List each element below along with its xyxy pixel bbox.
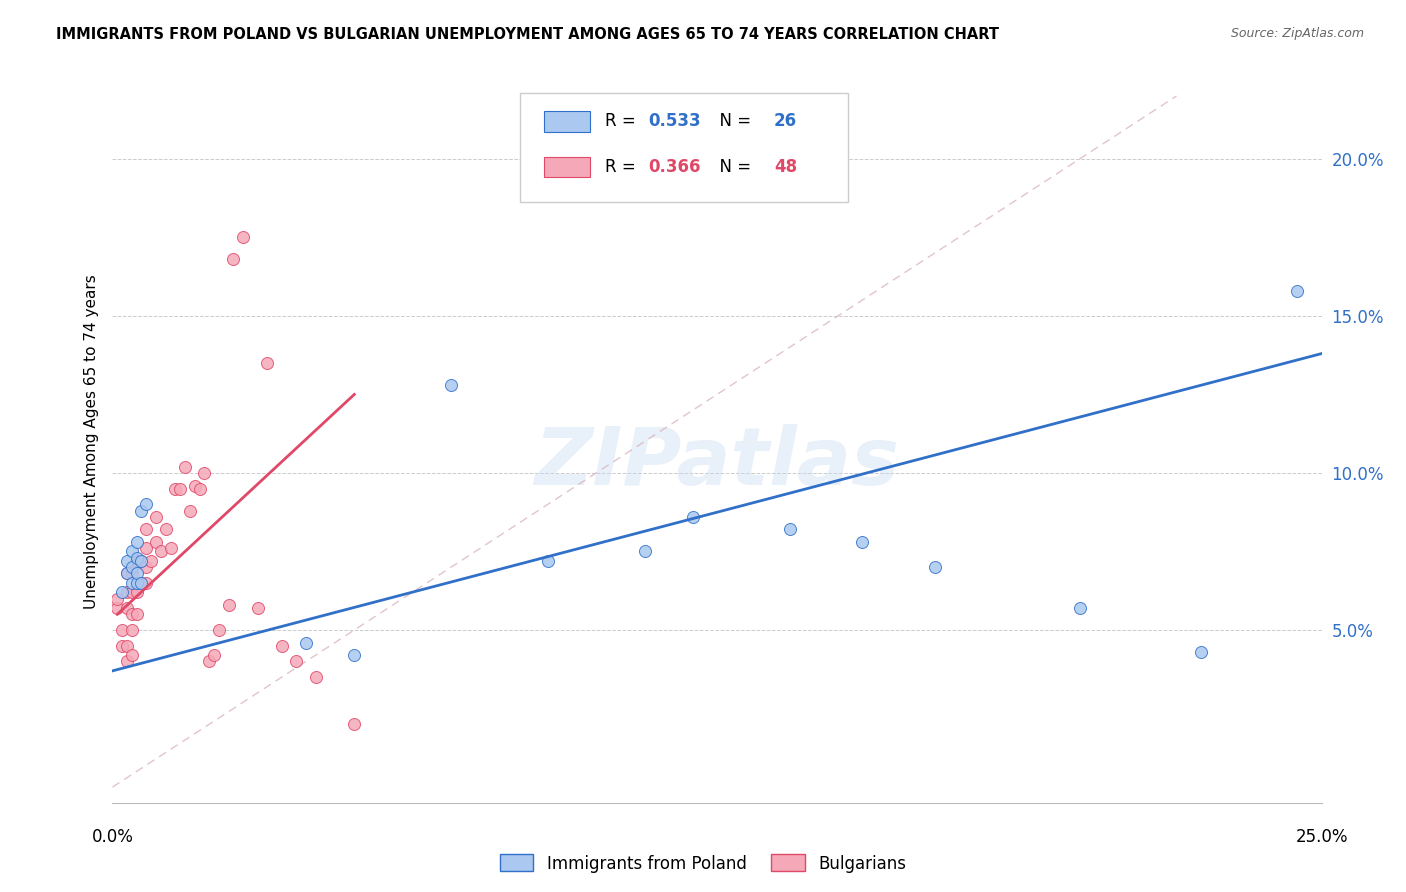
Point	[111, 639, 134, 653]
FancyBboxPatch shape	[520, 93, 848, 202]
Point	[125, 535, 148, 549]
Point	[165, 482, 187, 496]
Point	[202, 648, 225, 662]
Point	[131, 575, 153, 590]
Point	[121, 623, 143, 637]
Point	[121, 607, 143, 622]
Text: R =: R =	[605, 112, 641, 130]
Text: N =: N =	[709, 112, 756, 130]
Point	[135, 497, 157, 511]
Point	[208, 623, 231, 637]
Point	[1069, 601, 1091, 615]
Point	[145, 535, 167, 549]
Point	[125, 554, 148, 568]
Point	[149, 544, 172, 558]
Point	[125, 566, 148, 581]
Text: 26: 26	[773, 112, 797, 130]
Point	[125, 550, 148, 565]
Point	[111, 585, 134, 599]
Point	[125, 607, 148, 622]
Point	[105, 601, 128, 615]
Point	[232, 230, 254, 244]
Point	[851, 535, 873, 549]
Point	[115, 554, 138, 568]
Point	[188, 482, 211, 496]
Bar	[544, 112, 591, 132]
Point	[295, 635, 318, 649]
Point	[121, 544, 143, 558]
Point	[285, 655, 308, 669]
Point	[1286, 284, 1309, 298]
Point	[135, 560, 157, 574]
Point	[193, 466, 215, 480]
Point	[183, 478, 205, 492]
Point	[169, 482, 191, 496]
Point	[159, 541, 181, 556]
Point	[218, 598, 240, 612]
Point	[304, 670, 326, 684]
Point	[198, 655, 221, 669]
Point	[115, 566, 138, 581]
Point	[135, 541, 157, 556]
Point	[131, 554, 153, 568]
Point	[924, 560, 946, 574]
Y-axis label: Unemployment Among Ages 65 to 74 years: Unemployment Among Ages 65 to 74 years	[83, 274, 98, 609]
Point	[222, 252, 245, 267]
Legend: Immigrants from Poland, Bulgarians: Immigrants from Poland, Bulgarians	[494, 847, 912, 880]
Point	[135, 523, 157, 537]
Text: R =: R =	[605, 158, 641, 176]
Point	[343, 717, 366, 731]
Point	[131, 554, 153, 568]
Point	[270, 639, 292, 653]
Point	[141, 554, 163, 568]
Point	[174, 459, 197, 474]
Point	[121, 560, 143, 574]
Point	[682, 510, 704, 524]
Point	[115, 655, 138, 669]
Text: 0.366: 0.366	[648, 158, 700, 176]
Text: 0.533: 0.533	[648, 112, 700, 130]
Point	[115, 566, 138, 581]
Text: Source: ZipAtlas.com: Source: ZipAtlas.com	[1230, 27, 1364, 40]
Text: IMMIGRANTS FROM POLAND VS BULGARIAN UNEMPLOYMENT AMONG AGES 65 TO 74 YEARS CORRE: IMMIGRANTS FROM POLAND VS BULGARIAN UNEM…	[56, 27, 1000, 42]
Point	[633, 544, 655, 558]
Point	[121, 575, 143, 590]
Point	[115, 601, 138, 615]
Point	[256, 356, 278, 370]
Point	[121, 648, 143, 662]
Bar	[544, 157, 591, 178]
Point	[343, 648, 366, 662]
Point	[246, 601, 269, 615]
Point	[155, 523, 177, 537]
Point	[440, 378, 463, 392]
Point	[131, 503, 153, 517]
Point	[1189, 645, 1212, 659]
Text: N =: N =	[709, 158, 756, 176]
Point	[115, 585, 138, 599]
Point	[125, 575, 148, 590]
Point	[121, 585, 143, 599]
Point	[121, 566, 143, 581]
Text: ZIPatlas: ZIPatlas	[534, 425, 900, 502]
Point	[537, 554, 560, 568]
Point	[145, 510, 167, 524]
Text: 0.0%: 0.0%	[91, 828, 134, 846]
Point	[115, 639, 138, 653]
Text: 25.0%: 25.0%	[1295, 828, 1348, 846]
Point	[179, 503, 201, 517]
Point	[779, 523, 801, 537]
Point	[105, 591, 128, 606]
Point	[135, 575, 157, 590]
Text: 48: 48	[773, 158, 797, 176]
Point	[111, 623, 134, 637]
Point	[131, 575, 153, 590]
Point	[125, 585, 148, 599]
